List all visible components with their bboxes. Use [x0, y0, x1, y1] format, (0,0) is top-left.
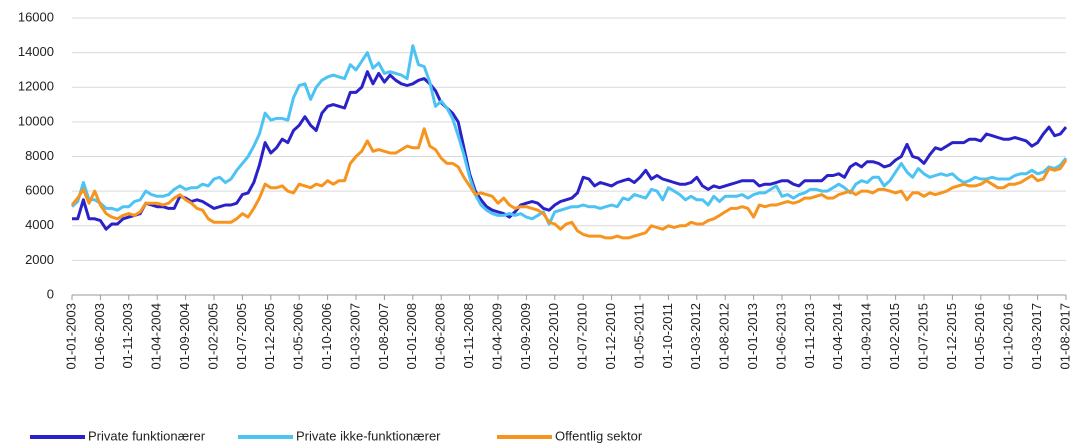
legend-label: Private funktionærer — [88, 428, 206, 443]
x-tick-label: 01-09-2009 — [518, 303, 533, 370]
x-tick-label: 01-09-2014 — [859, 303, 874, 370]
x-tick-label: 01-02-2010 — [546, 303, 561, 370]
x-tick-label: 01-04-2009 — [489, 303, 504, 370]
x-tick-label: 01-12-2010 — [603, 303, 618, 370]
x-tick-label: 01-07-2010 — [575, 303, 590, 370]
y-tick-label: 4000 — [25, 217, 54, 232]
x-tick-label: 01-12-2015 — [944, 303, 959, 370]
x-tick-label: 01-04-2014 — [830, 303, 845, 370]
x-tick-label: 01-11-2013 — [802, 303, 817, 369]
x-tick-label: 01-08-2012 — [717, 303, 732, 370]
x-tick-label: 01-02-2015 — [887, 303, 902, 370]
x-tick-label: 01-03-2017 — [1029, 303, 1044, 370]
x-tick-label: 01-04-2004 — [149, 303, 164, 370]
x-tick-label: 01-01-2013 — [745, 303, 760, 370]
y-tick-label: 12000 — [18, 79, 54, 94]
x-tick-label: 01-05-2011 — [631, 303, 646, 369]
series-line — [70, 127, 1068, 240]
series-line — [70, 44, 1068, 226]
legend-label: Private ikke-funktionærer — [296, 428, 441, 443]
x-tick-label: 01-07-2015 — [915, 303, 930, 370]
x-tick-label: 01-07-2005 — [234, 303, 249, 370]
x-tick-label: 01-06-2003 — [92, 303, 107, 370]
y-tick-label: 8000 — [25, 148, 54, 163]
x-tick-label: 01-10-2011 — [660, 303, 675, 369]
x-tick-label: 01-12-2005 — [262, 303, 277, 370]
x-tick-label: 01-01-2008 — [404, 303, 419, 370]
series-line — [72, 70, 1068, 231]
x-tick-label: 01-09-2004 — [177, 303, 192, 370]
y-tick-label: 2000 — [25, 252, 54, 267]
x-tick-label: 01-10-2006 — [319, 303, 334, 370]
x-tick-label: 01-11-2008 — [461, 303, 476, 369]
y-tick-label: 6000 — [25, 183, 54, 198]
y-tick-label: 14000 — [18, 44, 54, 59]
x-tick-label: 01-06-2013 — [773, 303, 788, 370]
x-tick-label: 01-05-2006 — [291, 303, 306, 370]
x-tick-label: 01-01-2003 — [63, 303, 78, 370]
y-tick-label: 16000 — [18, 9, 54, 24]
x-tick-label: 01-08-2007 — [376, 303, 391, 370]
x-tick-label: 01-08-2017 — [1057, 303, 1070, 370]
x-tick-label: 01-05-2016 — [972, 303, 987, 370]
x-tick-label: 01-02-2005 — [205, 303, 220, 370]
x-tick-label: 01-06-2008 — [433, 303, 448, 370]
x-tick-label: 01-03-2007 — [347, 303, 362, 370]
x-tick-label: 01-03-2012 — [688, 303, 703, 370]
y-tick-label: 10000 — [18, 113, 54, 128]
legend-label: Offentlig sektor — [555, 428, 643, 443]
x-tick-label: 01-11-2003 — [120, 303, 135, 369]
y-tick-label: 0 — [47, 286, 54, 301]
x-tick-label: 01-10-2016 — [1001, 303, 1016, 370]
